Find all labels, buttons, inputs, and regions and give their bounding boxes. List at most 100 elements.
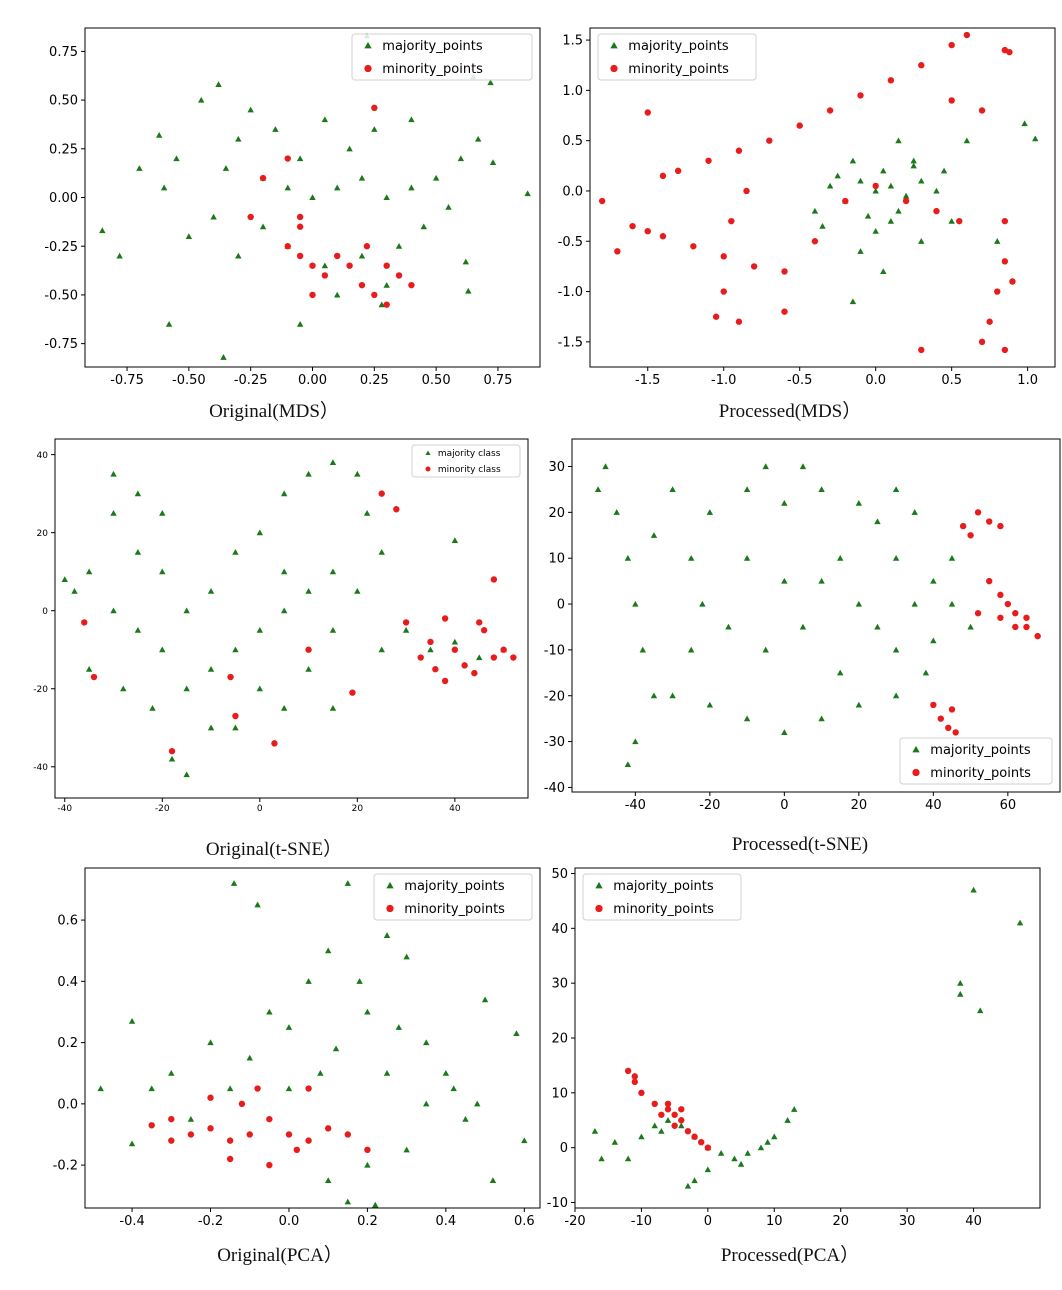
y-tick-label: 0.50 xyxy=(49,94,78,109)
y-tick-label: -0.5 xyxy=(558,235,583,250)
minority-series xyxy=(81,490,517,755)
majority-point xyxy=(432,174,440,181)
minority-point xyxy=(305,646,312,653)
y-tick-label: 0.0 xyxy=(57,1097,78,1112)
legend-majority-label: majority_points xyxy=(930,743,1031,758)
minority-point xyxy=(305,1085,312,1092)
minority-point xyxy=(705,157,712,164)
minority-point xyxy=(659,172,667,180)
majority-point xyxy=(880,167,887,174)
minority-point xyxy=(349,689,356,696)
majority-point xyxy=(457,155,465,162)
y-tick-label: 0 xyxy=(560,1141,568,1156)
minority-point xyxy=(994,288,1001,295)
majority-series xyxy=(97,880,528,1208)
majority-point xyxy=(957,990,964,997)
majority-point xyxy=(148,1085,155,1092)
minority-point xyxy=(284,155,291,162)
minority-point xyxy=(1006,48,1013,56)
minority-point xyxy=(659,233,667,240)
majority-point xyxy=(684,1182,692,1189)
majority-point xyxy=(818,577,825,584)
legend-majority-marker xyxy=(386,881,394,889)
minority-point xyxy=(480,627,488,634)
minority-point xyxy=(712,313,720,320)
minority-point xyxy=(417,654,424,661)
majority-point xyxy=(159,568,166,575)
legend: majority_points minority_points xyxy=(351,33,533,81)
minority-point xyxy=(918,62,925,69)
legend-majority-marker xyxy=(425,450,431,456)
minority-point xyxy=(986,518,993,525)
legend-minority-marker xyxy=(595,904,603,913)
minority-point xyxy=(930,701,937,709)
minority-point xyxy=(461,662,468,669)
majority-point xyxy=(207,1039,214,1046)
caption-pca-original: Original(PCA） xyxy=(217,1245,343,1266)
majority-point xyxy=(383,1070,391,1076)
y-tick-label: 1.5 xyxy=(562,34,583,49)
majority-point xyxy=(474,135,482,142)
majority-point xyxy=(892,554,900,561)
axes-frame xyxy=(574,867,1041,1209)
minority-point xyxy=(678,1106,685,1113)
majority-point xyxy=(364,1161,371,1168)
majority-point xyxy=(476,654,483,661)
majority-point xyxy=(344,880,352,886)
x-tick-label: -40 xyxy=(625,798,646,813)
minority-point xyxy=(293,1146,301,1154)
legend-box xyxy=(899,737,1053,785)
x-tick-label: 0.2 xyxy=(357,1214,378,1229)
minority-point xyxy=(720,288,727,295)
majority-point xyxy=(887,182,895,189)
majority-point xyxy=(781,577,788,584)
majority-point xyxy=(513,1030,520,1036)
majority-point xyxy=(395,1024,402,1030)
majority-point xyxy=(222,165,230,171)
minority-point xyxy=(720,253,727,260)
majority-point xyxy=(334,291,341,298)
minority-point xyxy=(598,197,606,205)
majority-point xyxy=(168,1070,175,1076)
majority-point xyxy=(445,204,452,210)
majority-point xyxy=(948,217,955,224)
minority-point xyxy=(978,107,986,114)
majority-point xyxy=(762,646,769,653)
minority-series xyxy=(148,1085,371,1169)
majority-point xyxy=(837,554,844,561)
majority-point xyxy=(329,459,337,465)
majority-point xyxy=(198,96,205,103)
majority-point xyxy=(371,126,378,132)
minority-point xyxy=(658,1111,665,1118)
y-tick-label: 10 xyxy=(548,552,565,567)
majority-point xyxy=(811,207,819,214)
majority-point xyxy=(358,174,366,181)
minority-point xyxy=(90,673,98,681)
minority-point xyxy=(309,291,316,299)
caption-mds-original: Original(MDS） xyxy=(209,401,339,422)
legend-minority-marker xyxy=(912,768,920,777)
legend-box xyxy=(351,33,533,81)
majority-point xyxy=(717,1149,725,1156)
minority-point xyxy=(796,122,803,129)
minority-point xyxy=(1023,623,1030,631)
mds-processed-chart: -1.5 -1.0 -0.5 0.0 0.5 1.0 1.5 1.0 0.5 0.0 -0.5 -1.… xyxy=(558,27,1056,388)
minority-point xyxy=(247,213,254,221)
majority-point xyxy=(285,1085,293,1092)
majority-point xyxy=(784,1117,791,1123)
majority-point xyxy=(967,623,974,630)
majority-point xyxy=(230,880,238,886)
minority-point xyxy=(956,217,963,225)
y-tick-label: -10 xyxy=(544,643,565,658)
legend: majority_points minority_points xyxy=(597,33,757,81)
x-tick-label: 30 xyxy=(899,1214,916,1229)
majority-point xyxy=(918,238,925,244)
majority-point xyxy=(638,1133,645,1140)
majority-point xyxy=(613,509,620,515)
majority-point xyxy=(632,738,639,745)
legend-majority-label: majority_points xyxy=(404,879,505,894)
majority-point xyxy=(855,701,863,708)
caption-tsne-processed: Processed(t-SNE) xyxy=(731,834,869,855)
majority-point xyxy=(650,532,658,538)
minority-point xyxy=(674,167,682,175)
